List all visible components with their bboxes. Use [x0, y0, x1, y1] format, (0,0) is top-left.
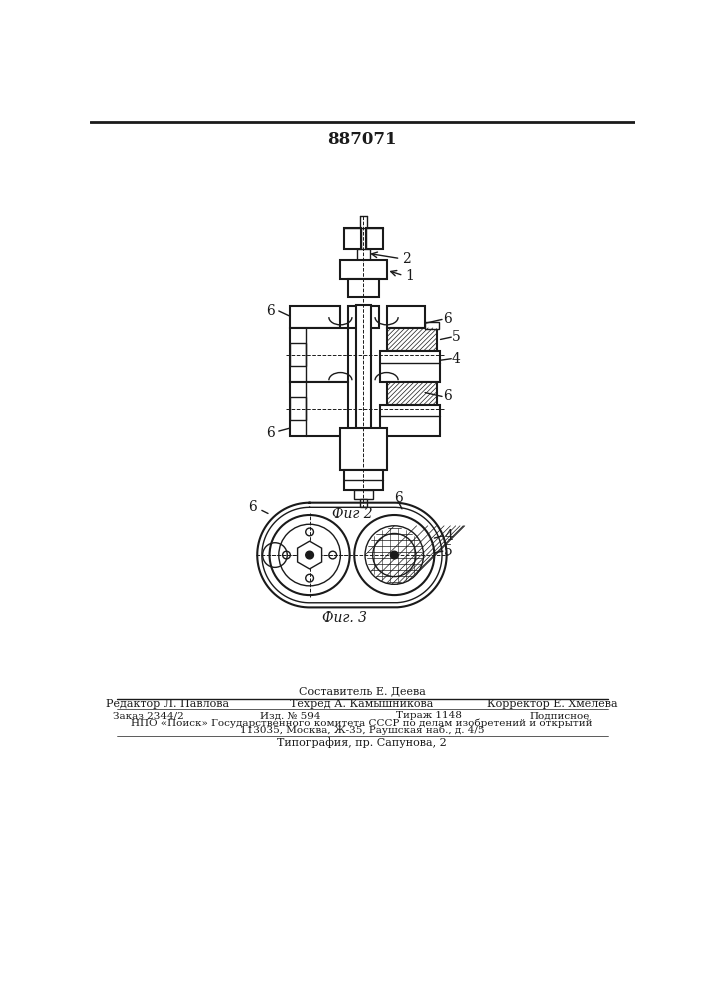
Text: Корректор Е. Хмелева: Корректор Е. Хмелева	[487, 699, 617, 709]
Bar	[354, 490, 373, 499]
Bar	[425, 322, 439, 329]
Text: Заказ 2344/2: Заказ 2344/2	[112, 711, 183, 720]
Text: 6: 6	[267, 304, 275, 318]
Bar	[344, 228, 361, 249]
Bar	[380, 405, 440, 436]
Text: Редактор Л. Павлова: Редактор Л. Павлова	[105, 699, 228, 709]
Text: 887071: 887071	[327, 131, 397, 148]
Text: Составитель Е. Деева: Составитель Е. Деева	[298, 686, 426, 696]
Text: 5: 5	[452, 330, 461, 344]
Text: 4: 4	[452, 352, 461, 366]
Text: Техред А. Камышникова: Техред А. Камышникова	[291, 699, 433, 709]
Bar	[340, 260, 387, 279]
Bar	[340, 428, 387, 470]
Bar	[387, 382, 437, 405]
Circle shape	[390, 551, 398, 559]
Text: 4: 4	[444, 529, 453, 543]
Text: Фиг 2: Фиг 2	[332, 507, 373, 521]
Text: Тираж 1148: Тираж 1148	[396, 711, 462, 720]
Text: Фиг. 3: Фиг. 3	[322, 611, 367, 625]
Polygon shape	[298, 541, 322, 569]
Circle shape	[308, 553, 312, 557]
Bar	[387, 306, 425, 328]
Bar	[291, 382, 348, 436]
Bar	[387, 328, 437, 351]
Bar	[357, 249, 370, 260]
Text: 2: 2	[402, 252, 411, 266]
Text: НПО «Поиск» Государственного комитета СССР по делам изобретений и открытий: НПО «Поиск» Государственного комитета СС…	[132, 718, 592, 728]
Text: 1: 1	[405, 269, 414, 283]
Bar	[356, 305, 371, 482]
Text: 6: 6	[443, 312, 452, 326]
Text: 6: 6	[267, 426, 275, 440]
Text: 5: 5	[444, 544, 453, 558]
Text: Подписное: Подписное	[530, 711, 590, 720]
Bar	[291, 397, 305, 420]
Bar	[380, 351, 440, 382]
Bar	[348, 306, 379, 328]
Circle shape	[305, 551, 313, 559]
Bar	[291, 343, 305, 366]
Text: Изд. № 594: Изд. № 594	[260, 711, 320, 720]
Text: 6: 6	[394, 491, 402, 505]
Text: 6: 6	[443, 389, 452, 403]
Bar	[360, 499, 368, 507]
Bar	[348, 279, 379, 297]
Text: 6: 6	[248, 500, 257, 514]
Bar	[387, 382, 437, 405]
Bar	[387, 328, 437, 351]
Bar	[366, 228, 382, 249]
Bar	[344, 470, 382, 490]
Bar	[291, 306, 340, 328]
Bar	[387, 328, 414, 336]
Text: 113035, Москва, Ж-35, Раушская наб., д. 4/5: 113035, Москва, Ж-35, Раушская наб., д. …	[240, 725, 484, 735]
Bar	[291, 328, 348, 382]
Text: Типография, пр. Сапунова, 2: Типография, пр. Сапунова, 2	[277, 738, 447, 748]
